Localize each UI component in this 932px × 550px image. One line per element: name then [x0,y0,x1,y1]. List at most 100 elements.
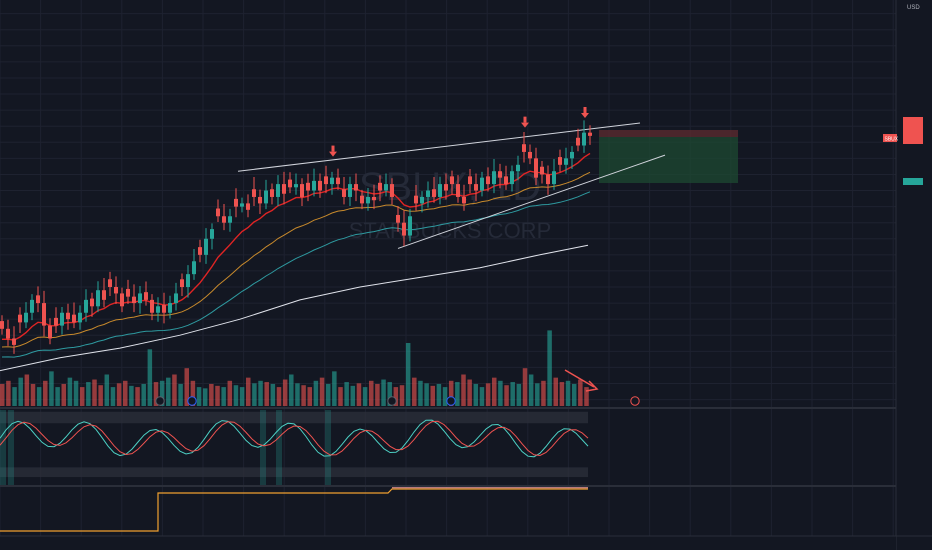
volume-bar [190,380,196,406]
volume-bar [30,383,36,406]
sell-arrow-head [329,151,337,157]
candle-body [264,190,268,204]
volume-bar [209,383,214,406]
candle-body [570,151,574,159]
volume-bars [0,330,589,406]
volume-bar [436,383,442,406]
candle-body [354,184,358,191]
candle-body [588,132,592,136]
candle-body [102,290,106,300]
volume-bar [147,349,153,406]
candle-body [360,195,364,204]
candle-body [12,338,16,345]
sell-arrows [329,106,589,157]
volume-bar [215,385,220,406]
candle-body [180,279,184,288]
volume-bar [338,387,343,406]
take-profit-zone[interactable] [599,137,738,183]
volume-bar [153,382,159,406]
osc-signal-column [0,410,6,485]
sell-arrow-shaft [331,145,335,152]
candle-body [324,176,328,185]
price-label-box [903,124,923,131]
candle-body [420,196,424,204]
volume-bar [135,387,140,406]
candle-body [306,182,310,191]
channel-lower [397,154,666,249]
volume-bar [166,377,171,406]
candle-body [480,177,484,191]
volume-bar [448,380,454,406]
volume-bar [418,380,423,406]
candle-body [0,321,4,329]
candle-body [246,203,250,210]
volume-bar [110,387,116,406]
volume-bar [264,382,269,406]
volume-bar [239,387,245,406]
volume-bar [442,387,448,406]
candle-body [198,247,202,255]
candle-body [240,203,244,207]
candle-body [72,314,76,323]
volume-bar [504,385,509,406]
osc-signal-column [8,410,14,485]
currency-label: USD [907,5,920,11]
volume-bar [98,385,103,406]
ema-long-line [0,244,589,372]
volume-arrow-head [585,380,599,392]
price-label-box [903,178,923,185]
candle-body [534,158,538,178]
candle-body [216,208,220,217]
candle-body [522,144,526,152]
stop-loss-zone[interactable] [599,130,738,137]
candle-body [294,184,298,188]
candle-body [330,177,334,185]
volume-bar [584,387,589,406]
candle-body [48,325,52,339]
candle-body [498,171,502,178]
candle-body [438,184,442,197]
volume-bar [196,387,202,406]
sell-arrow-shaft [583,106,587,113]
event-markers[interactable] [155,396,640,406]
volume-bar [252,383,257,406]
candle-body [132,296,136,304]
candle-body [150,299,154,313]
candle-body [528,151,532,159]
volume-bar [79,387,85,406]
candle-body [378,182,382,191]
volume-bar [319,377,325,406]
candlestick-series[interactable] [0,120,592,354]
volume-bar [61,383,66,406]
candle-body [108,279,112,288]
candle-body [18,314,22,323]
candle-body [372,196,376,201]
symbol-tag [883,134,897,142]
volume-bar [344,382,349,406]
osc-line-slow [0,420,589,457]
volume-bar [455,382,460,406]
volume-bar [535,383,540,406]
volume-bar [6,380,11,406]
volume-bar [553,377,558,406]
candle-body [546,174,550,185]
volume-bar [528,374,534,406]
candle-body [288,179,292,188]
candle-body [174,293,178,304]
volume-bar [467,379,472,406]
volume-bar [116,383,122,406]
sell-arrow-shaft [523,116,527,123]
event-marker-earnings_upcoming [630,396,640,406]
price-axis-background [896,0,932,550]
candle-body [558,157,562,165]
candle-body [42,303,46,326]
candle-body [576,137,580,146]
candle-body [582,132,586,146]
sell-arrow-head [521,122,529,128]
volume-bar [393,387,399,406]
candle-body [138,293,142,304]
candle-body [228,216,232,223]
candle-body [282,184,286,194]
